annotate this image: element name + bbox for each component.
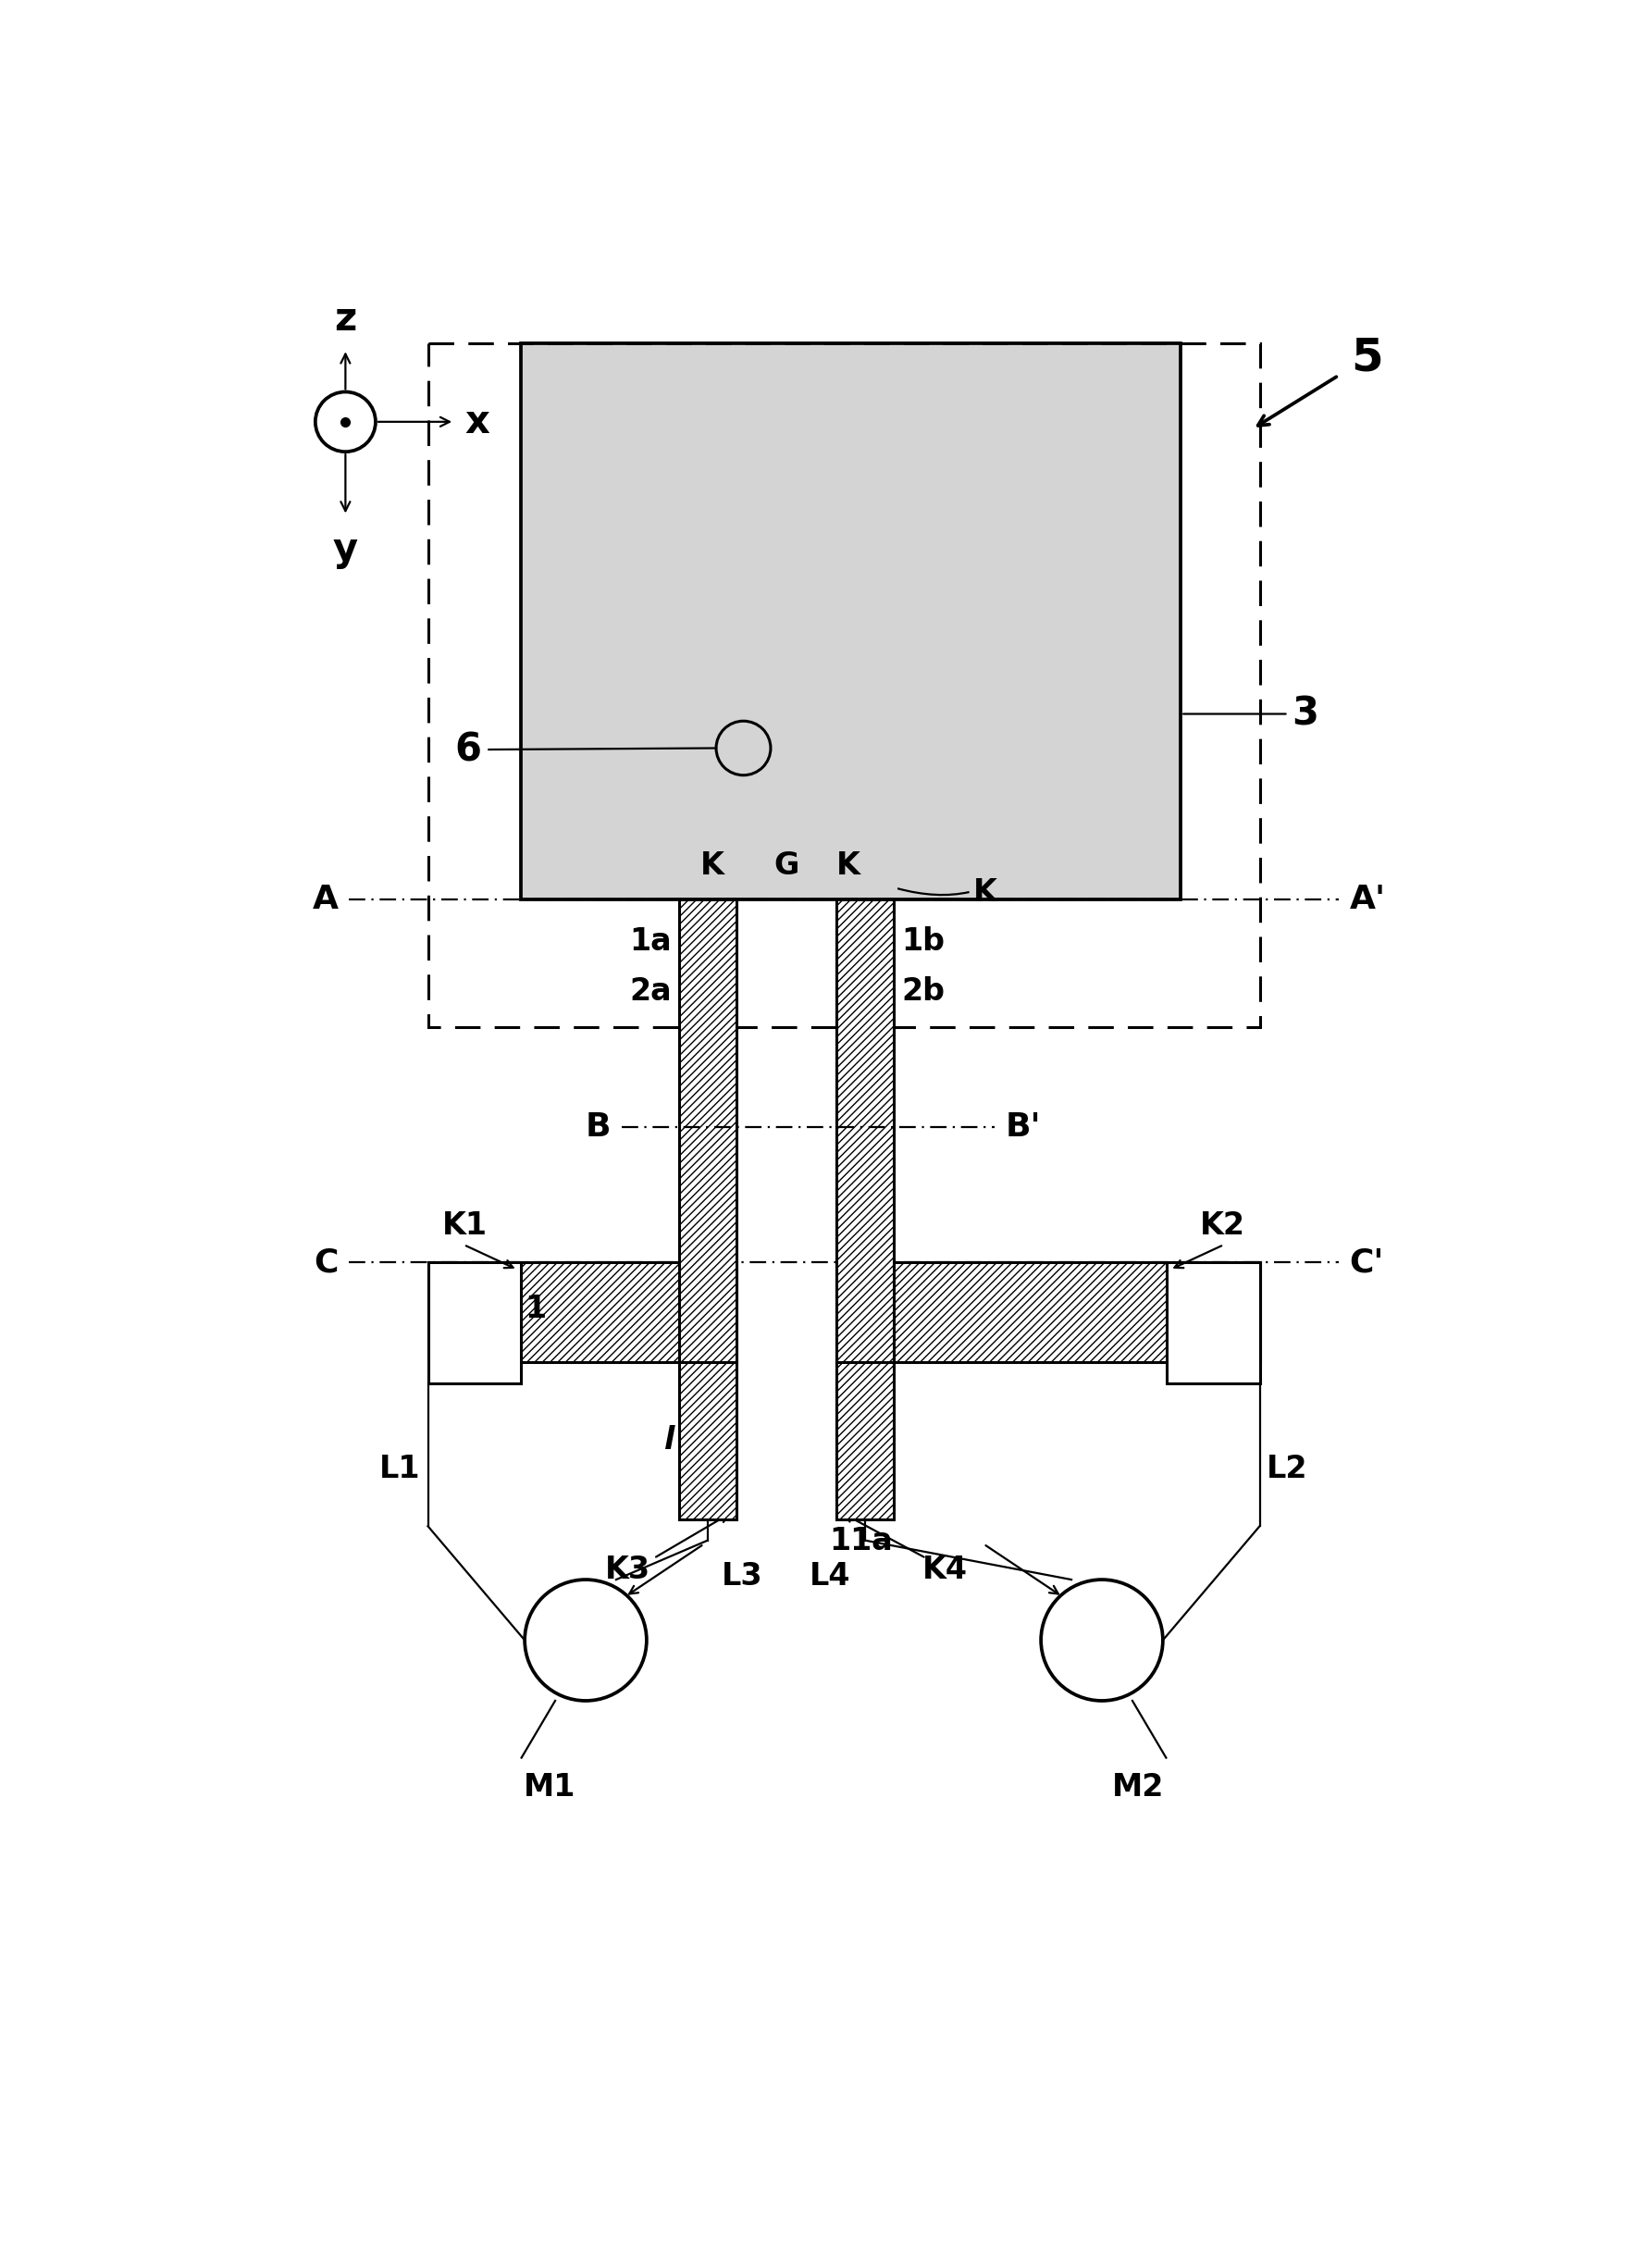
Text: x: x [466, 401, 490, 442]
Text: 3: 3 [1291, 694, 1319, 733]
Text: K2: K2 [1199, 1211, 1245, 1241]
Text: L2: L2 [1267, 1454, 1308, 1486]
Bar [428, 1263, 521, 1383]
Text: 6: 6 [456, 730, 482, 769]
Text: G: G [773, 850, 799, 882]
Circle shape [525, 1579, 646, 1701]
Bar [679, 898, 737, 1363]
Bar [837, 1363, 893, 1520]
Bar [837, 898, 893, 1363]
Text: M1: M1 [523, 1771, 576, 1803]
Text: K1: K1 [443, 1211, 487, 1241]
Text: L3: L3 [722, 1560, 763, 1592]
Bar [1166, 1263, 1260, 1383]
Text: L4: L4 [809, 1560, 850, 1592]
Text: 1: 1 [525, 1293, 546, 1325]
Text: 1b: 1b [901, 928, 944, 957]
Text: 5: 5 [1351, 336, 1383, 379]
Bar [837, 1263, 1260, 1363]
Text: 2a: 2a [630, 978, 671, 1007]
Text: C': C' [1349, 1247, 1383, 1279]
Bar [521, 342, 1181, 898]
Text: 11a: 11a [829, 1526, 893, 1556]
Text: y: y [332, 531, 359, 569]
Text: R1b: R1b [1074, 1626, 1130, 1653]
Text: l: l [665, 1424, 676, 1456]
Text: 1a: 1a [630, 928, 671, 957]
Circle shape [316, 392, 375, 451]
Text: L1: L1 [380, 1454, 421, 1486]
Bar [428, 342, 1260, 1027]
Text: M2: M2 [1112, 1771, 1165, 1803]
Text: K: K [701, 850, 724, 882]
Text: z: z [334, 299, 357, 338]
Text: R1a: R1a [558, 1626, 614, 1653]
Text: A': A' [1349, 885, 1385, 914]
Text: K: K [972, 878, 997, 907]
Text: K3: K3 [605, 1554, 650, 1585]
Text: 2b: 2b [901, 978, 944, 1007]
Text: K4: K4 [923, 1554, 967, 1585]
Bar [428, 1263, 737, 1363]
Text: K: K [837, 850, 860, 882]
Text: B: B [586, 1111, 610, 1143]
Text: C: C [314, 1247, 339, 1279]
Bar [679, 1363, 737, 1520]
Text: B': B' [1005, 1111, 1041, 1143]
Text: A: A [313, 885, 339, 914]
Circle shape [1041, 1579, 1163, 1701]
